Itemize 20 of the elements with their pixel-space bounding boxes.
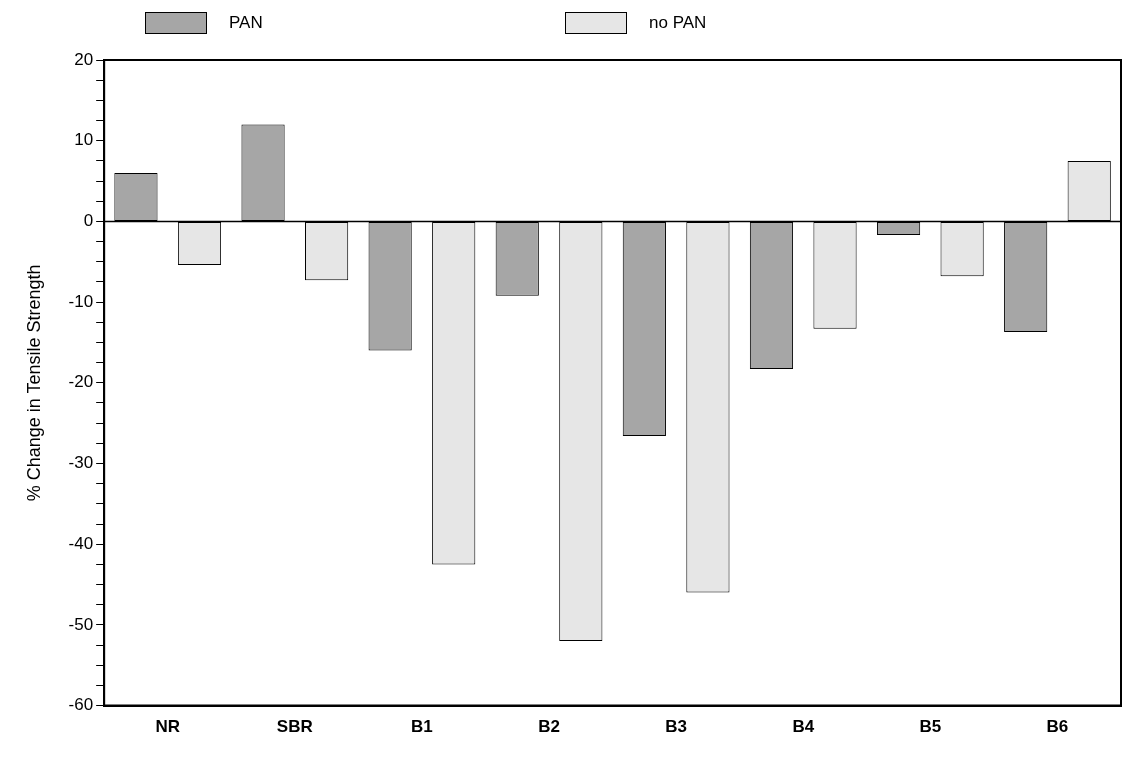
x-tick-label: B5 (919, 717, 942, 737)
x-tick-label: B4 (792, 717, 815, 737)
x-tick-label: B1 (411, 717, 433, 737)
x-tick-label: B6 (1046, 717, 1069, 737)
y-axis-title: % Change in Tensile Strength (23, 264, 44, 502)
x-tick-label: B2 (538, 717, 560, 737)
y-tick-label: -50 (68, 614, 94, 634)
x-tick-label: NR (155, 717, 180, 737)
y-tick-label: -20 (68, 372, 94, 392)
y-tick-label: 0 (83, 211, 94, 231)
y-tick-label: -60 (68, 695, 94, 715)
y-tick-label: -10 (68, 291, 94, 311)
y-tick-label: 20 (74, 49, 94, 69)
legend-label: no PAN (649, 13, 707, 33)
y-tick-label: -30 (68, 453, 94, 473)
x-tick-label: B3 (665, 717, 687, 737)
legend-label: PAN (229, 13, 263, 33)
x-tick-label: SBR (276, 717, 313, 737)
y-tick-label: -40 (68, 533, 94, 553)
y-tick-label: 10 (74, 130, 94, 150)
